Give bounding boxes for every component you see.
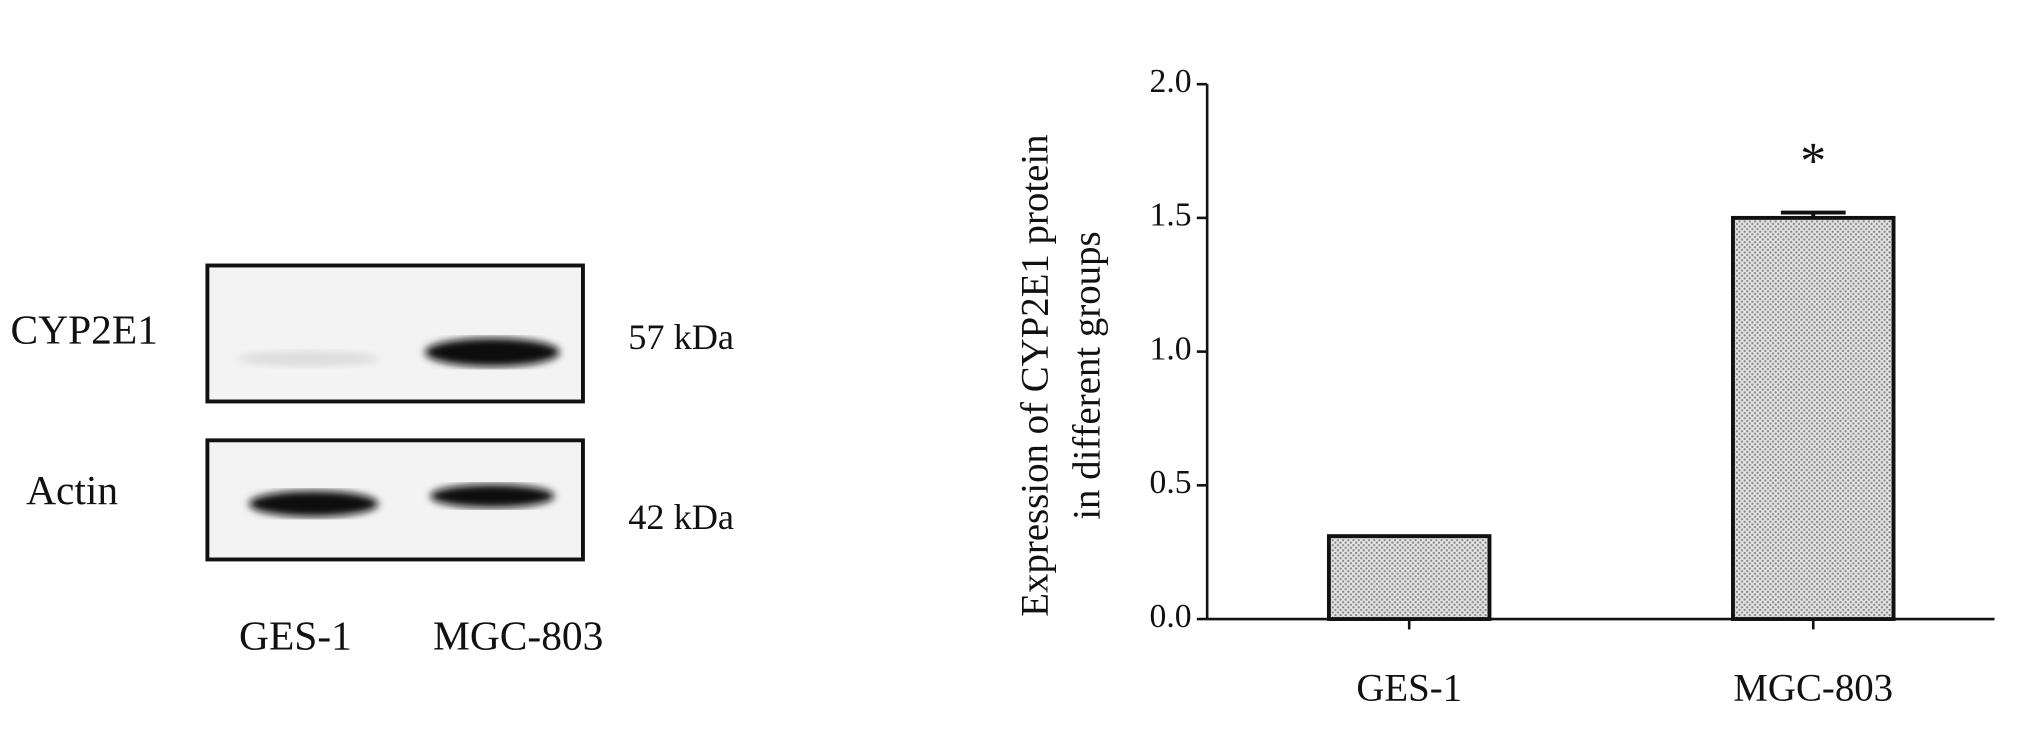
blot-box [205, 263, 585, 404]
annotation: * [1800, 133, 1826, 190]
band [430, 484, 555, 508]
lane-label: MGC-803 [433, 612, 603, 658]
x-tick-label: GES-1 [1356, 666, 1462, 709]
y-axis-title-line: in different groups [1066, 231, 1109, 519]
bar [1326, 534, 1492, 621]
y-tick-label: 1.5 [1150, 197, 1192, 234]
error-bar [1780, 210, 1846, 218]
y-tick-label: 2.0 [1150, 63, 1192, 100]
x-tick-label: MGC-803 [1733, 666, 1893, 709]
y-tick-label: 1.0 [1150, 330, 1192, 367]
y-tick-label: 0.5 [1150, 464, 1192, 501]
row-label: Actin [26, 467, 118, 513]
size-label: 42 kDa [628, 497, 734, 537]
size-label: 57 kDa [628, 317, 734, 357]
western-blot: CYP2E1 Actin 57 kDa 42 kDa GES-1 MGC-803 [11, 263, 734, 658]
band [237, 350, 380, 367]
band [248, 490, 379, 517]
y-axis-title-line: Expression of CYP2E1 protein [1014, 134, 1057, 616]
y-axis-title: Expression of CYP2E1 protein in differen… [1014, 134, 1109, 616]
y-tick-label: 0.0 [1150, 598, 1192, 635]
row-label: CYP2E1 [11, 307, 158, 353]
bar [1731, 215, 1896, 621]
lane-label: GES-1 [239, 612, 352, 658]
band [424, 338, 560, 367]
